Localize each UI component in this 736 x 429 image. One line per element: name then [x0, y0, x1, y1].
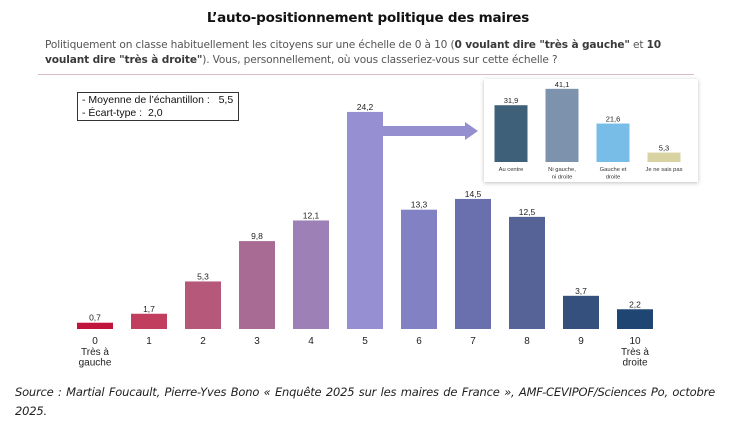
tick-label-9: 9	[578, 336, 584, 347]
bar-6	[401, 209, 437, 329]
tick-label-7: 7	[470, 336, 476, 347]
inset-value-label-2: 41,1	[555, 80, 570, 89]
question-text-3: ). Vous, personnellement, où vous classe…	[202, 54, 558, 66]
inset-category-label-3: droite	[606, 175, 621, 181]
inset-category-label-4: Je ne sais pas	[645, 167, 682, 173]
value-label-8: 12,5	[519, 207, 536, 217]
bar-1	[131, 313, 167, 329]
arrow-head-icon	[465, 122, 478, 140]
separator-line	[38, 74, 694, 75]
inset-category-label-3: Gauche et	[600, 167, 627, 173]
inset-bar-1	[494, 105, 528, 162]
inset-bar-4	[647, 152, 681, 162]
stats-box: - Moyenne de l’échantillon : 5,5 - Écart…	[77, 92, 239, 121]
inset-category-label-1: Au centre	[499, 167, 524, 173]
tick-label-2: 2	[200, 336, 206, 347]
tick-sublabel-10: Très à	[621, 347, 649, 358]
bar-8	[509, 216, 545, 329]
bar-10	[617, 309, 653, 329]
tick-label-5: 5	[362, 336, 368, 347]
value-label-7: 14,5	[465, 189, 482, 199]
tick-label-10: 10	[629, 336, 641, 347]
inset-value-label-1: 31,9	[504, 96, 519, 105]
tick-label-3: 3	[254, 336, 260, 347]
bar-7	[455, 198, 491, 329]
value-label-3: 9,8	[251, 231, 263, 241]
sd-label: - Écart-type :	[82, 106, 143, 119]
value-label-1: 1,7	[143, 304, 155, 314]
value-label-10: 2,2	[629, 299, 641, 309]
tick-label-1: 1	[146, 336, 152, 347]
bar-4	[293, 220, 329, 329]
bar-3	[239, 241, 275, 329]
value-label-4: 12,1	[303, 210, 320, 220]
inset-value-label-4: 5,3	[659, 144, 669, 153]
tick-label-0: 0	[92, 336, 98, 347]
sd-value: 2,0	[147, 106, 163, 119]
tick-label-6: 6	[416, 336, 422, 347]
inset-chart-panel: 31,9 Au centre 41,1 Ni gauche, ni droite 21,6…	[484, 79, 698, 182]
question-bold-left: 0 voulant dire "très à gauche"	[454, 39, 630, 51]
tick-label-8: 8	[524, 336, 530, 347]
question-bold-right: 10 voulant dire "très à droite"	[45, 39, 662, 66]
chart-title: L’auto-positionnement politique des mair…	[206, 10, 530, 26]
bar-9	[563, 295, 599, 329]
tick-sublabel-0: gauche	[79, 358, 112, 369]
question-text-1: Politiquement on classe habituellement l…	[45, 39, 455, 51]
source-note: Source : Martial Foucault, Pierre-Yves B…	[15, 385, 715, 418]
stats-sd: - Écart-type : 2,0	[82, 107, 238, 120]
tick-sublabel-0: Très à	[81, 347, 109, 358]
question-text-2: et	[629, 39, 647, 51]
stats-mean: - Moyenne de l’échantillon : 5,5	[82, 94, 238, 107]
mean-label: - Moyenne de l’échantillon :	[82, 94, 210, 106]
value-label-5: 24,2	[357, 102, 374, 112]
value-label-2: 5,3	[197, 271, 209, 281]
tick-label-4: 4	[308, 336, 314, 347]
inset-value-label-3: 21,6	[606, 115, 621, 124]
inset-bar-3	[596, 123, 630, 162]
bar-2	[185, 281, 221, 329]
bar-0	[77, 322, 113, 329]
tick-sublabel-10: droite	[622, 358, 647, 369]
mean-value: 5,5	[218, 94, 234, 106]
inset-bar-2	[545, 88, 579, 162]
value-label-6: 13,3	[411, 200, 428, 210]
survey-question: Politiquement on classe habituellement l…	[45, 38, 705, 68]
arrow-shaft	[383, 126, 465, 136]
value-label-9: 3,7	[575, 286, 587, 296]
value-label-0: 0,7	[89, 313, 101, 323]
bar-5	[347, 111, 383, 330]
inset-category-label-2: ni droite	[552, 175, 573, 181]
inset-category-label-2: Ni gauche,	[548, 167, 576, 173]
inset-bar-chart: 31,9 Au centre 41,1 Ni gauche, ni droite 21,6…	[494, 80, 683, 181]
